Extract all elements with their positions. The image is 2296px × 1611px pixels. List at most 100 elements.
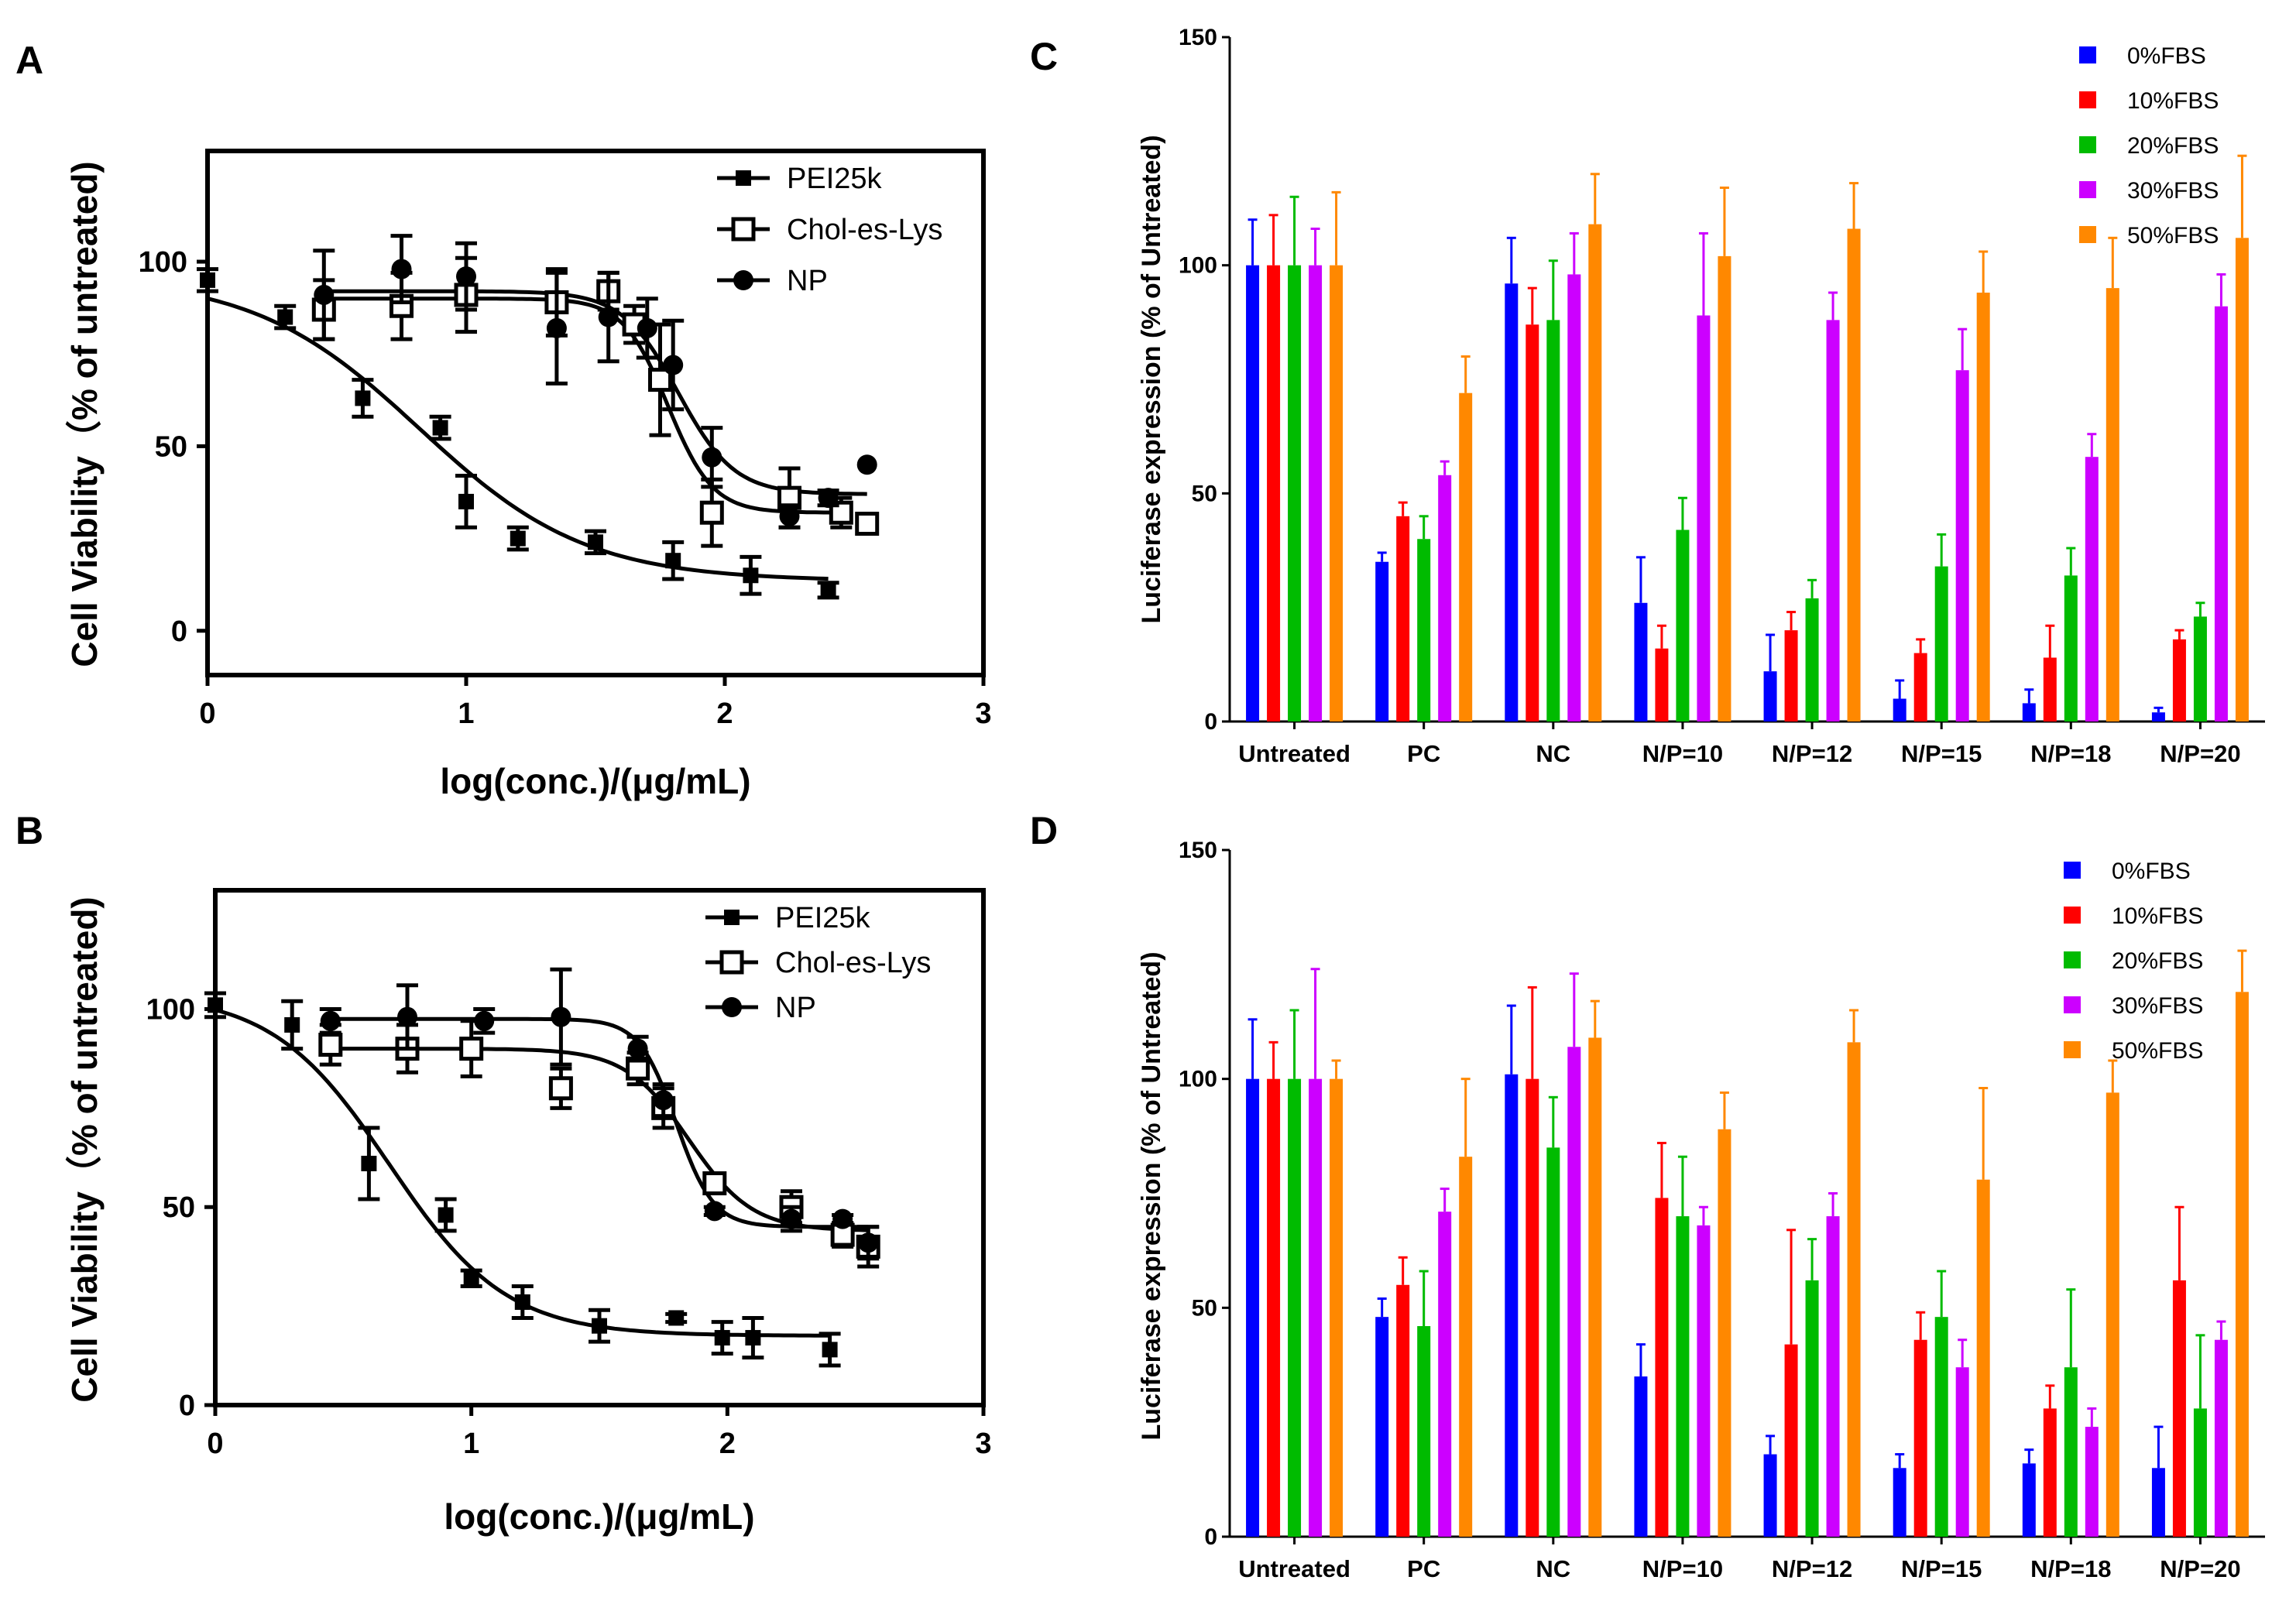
chart-c-legend: 0%FBS 10%FBS 20%FBS 30%FBS 50%FBS [2079, 43, 2219, 249]
chart-b-ticks: 0 1 2 3 0 50 100 [146, 993, 992, 1460]
bar-n-p-18-20-fbs [2064, 1367, 2078, 1537]
legend-swatch-20-fbs [2064, 951, 2081, 968]
bar-n-p-12-20-fbs [1805, 598, 1819, 722]
y-tick-label: 50 [1192, 481, 1217, 506]
bar-n-p-15-30-fbs [1955, 370, 1969, 722]
data-point-pei25k [458, 493, 474, 509]
chart-b-viability: 0 1 2 3 0 50 100 PEI25k Chol-es-Lys NP log(conc.… [64, 888, 992, 1537]
data-point-np [832, 1208, 853, 1229]
bar-n-p-15-10-fbs [1913, 653, 1927, 722]
y-tick-label: 100 [1179, 253, 1217, 279]
bar-n-p-18-10-fbs [2043, 657, 2057, 722]
data-point-pei25k [432, 420, 448, 436]
bar-n-p-12-30-fbs [1826, 1216, 1840, 1537]
chart-a-frame [205, 149, 986, 677]
bar-n-p-10-10-fbs [1655, 648, 1669, 722]
bar-n-p-15-20-fbs [1934, 1317, 1948, 1537]
y-tick-label: 100 [1179, 1067, 1217, 1092]
chart-a-legend: PEI25k Chol-es-Lys NP [717, 163, 942, 297]
y-tick-label: 150 [1179, 838, 1217, 863]
chart-b-legend: PEI25k Chol-es-Lys NP [705, 902, 931, 1024]
bar-n-p-12-10-fbs [1784, 1344, 1798, 1537]
legend-label-0-fbs: 0%FBS [2112, 859, 2191, 884]
bar-pc-50-fbs [1459, 1157, 1473, 1537]
bar-n-p-10-20-fbs [1676, 530, 1690, 722]
bar-untreated-10-fbs [1267, 265, 1281, 722]
legend-label-0-fbs: 0%FBS [2127, 43, 2206, 69]
bar-n-p-15-0-fbs [1893, 1468, 1906, 1537]
bar-nc-50-fbs [1588, 1037, 1602, 1537]
chart-d-ylabel: Luciferase expression (% of Untreated) [1137, 951, 1166, 1440]
bar-n-p-12-30-fbs [1826, 320, 1840, 722]
legend-label-30-fbs: 30%FBS [2112, 993, 2203, 1019]
category-label-n-p-20: N/P=20 [2160, 1555, 2240, 1582]
category-label-n-p-18: N/P=18 [2030, 1555, 2111, 1582]
data-point-np [779, 506, 800, 526]
chart-c-ylabel: Luciferase expression (% of Untreated) [1137, 135, 1166, 623]
legend-swatch-0-fbs [2079, 46, 2096, 63]
x-tick-label: 0 [207, 1428, 223, 1460]
category-label-n-p-20: N/P=20 [2160, 740, 2240, 767]
bar-nc-30-fbs [1567, 274, 1581, 722]
bar-n-p-20-50-fbs [2235, 992, 2249, 1537]
data-point-pei25k [463, 1270, 479, 1287]
data-point-np [551, 1006, 571, 1027]
x-tick-label: 1 [463, 1428, 479, 1460]
category-label-untreated: Untreated [1238, 740, 1350, 767]
bar-nc-10-fbs [1526, 1078, 1539, 1537]
legend-swatch-50-fbs [2064, 1041, 2081, 1058]
bar-n-p-10-30-fbs [1697, 1225, 1711, 1537]
data-point-pei25k [714, 1330, 730, 1346]
data-point-pei25k [208, 997, 223, 1013]
y-tick-label: 100 [139, 246, 187, 279]
legend-label-chol-es-lys: Chol-es-Lys [787, 214, 942, 246]
bar-n-p-20-30-fbs [2214, 1339, 2228, 1537]
legend-marker-np [733, 270, 753, 290]
bar-n-p-12-50-fbs [1847, 1042, 1861, 1537]
bar-pc-50-fbs [1459, 392, 1473, 722]
bar-n-p-15-50-fbs [1976, 293, 1990, 722]
panel-letter-d: D [1030, 809, 1058, 852]
chart-d-axes: 0 50 100 150 Untreated PC NC N/P=10 N/P=12 N/P=15… [1179, 838, 2265, 1582]
legend-label-30-fbs: 30%FBS [2127, 178, 2219, 204]
bar-n-p-15-10-fbs [1913, 1339, 1927, 1537]
bar-n-p-18-30-fbs [2085, 457, 2099, 722]
legend-marker-chol-es-lys [719, 950, 744, 975]
data-point-chol-es-lys [648, 368, 672, 392]
bar-nc-50-fbs [1588, 224, 1602, 722]
bar-n-p-15-30-fbs [1955, 1367, 1969, 1537]
data-point-np [627, 1038, 648, 1059]
fit-curve-np [324, 289, 867, 496]
data-point-pei25k [438, 1207, 454, 1223]
legend-swatch-0-fbs [2064, 862, 2081, 879]
x-tick-label: 2 [719, 1428, 736, 1460]
bar-untreated-20-fbs [1288, 1078, 1302, 1537]
bar-n-p-10-50-fbs [1718, 255, 1731, 722]
category-label-n-p-15: N/P=15 [1901, 740, 1982, 767]
fit-curve-np [330, 1016, 869, 1229]
legend-marker-pei25k [736, 170, 751, 186]
data-point-np [314, 284, 335, 305]
data-point-chol-es-lys [318, 1033, 343, 1057]
chart-c-luciferase: 0 50 100 150 Untreated PC NC N/P=10 N/P=12 N/P=15… [1137, 25, 2265, 767]
bar-pc-20-fbs [1417, 1325, 1431, 1537]
data-point-pei25k [355, 390, 371, 406]
data-point-pei25k [361, 1155, 377, 1171]
legend-label-10-fbs: 10%FBS [2112, 903, 2203, 929]
x-tick-label: 1 [458, 698, 474, 730]
fit-curve-pei25k [207, 296, 829, 581]
category-label-n-p-12: N/P=12 [1772, 740, 1852, 767]
bar-n-p-18-20-fbs [2064, 575, 2078, 722]
bar-pc-30-fbs [1438, 1212, 1452, 1537]
legend-label-20-fbs: 20%FBS [2112, 948, 2203, 974]
bar-pc-20-fbs [1417, 539, 1431, 722]
bar-n-p-10-10-fbs [1655, 1198, 1669, 1537]
legend-marker-pei25k [724, 910, 740, 925]
bar-n-p-20-30-fbs [2214, 306, 2228, 722]
bar-pc-30-fbs [1438, 475, 1452, 722]
bar-untreated-0-fbs [1246, 265, 1260, 722]
chart-c-bars [1246, 154, 2249, 722]
data-point-pei25k [668, 1310, 685, 1326]
y-tick-label: 0 [171, 615, 187, 648]
data-point-np [391, 259, 412, 279]
